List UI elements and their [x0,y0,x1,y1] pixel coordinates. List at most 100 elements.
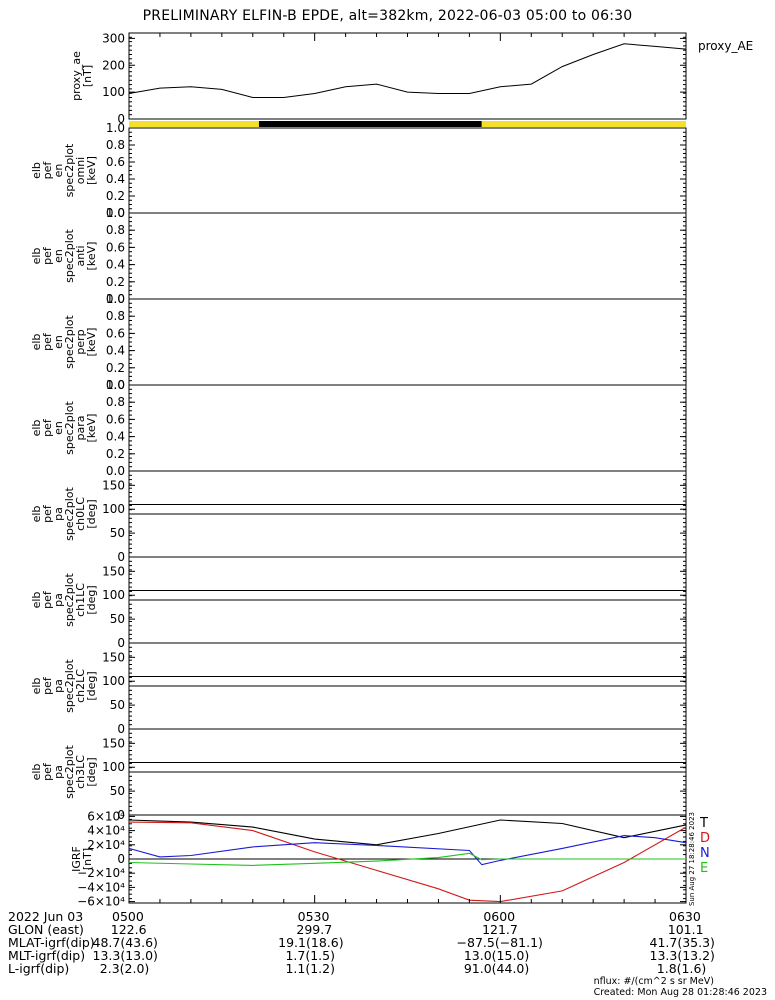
y-axis-label: pef [41,418,54,437]
y-axis-label: pef [41,246,54,265]
legend-D: D [700,831,710,846]
y-tick-label: 0.6 [106,155,125,169]
y-axis-label: [keV] [85,242,98,271]
y-tick-label: 0.8 [106,395,125,409]
y-tick-label: 0.6 [106,326,125,340]
y-axis-label: omni [74,157,87,184]
proxy-ae-line [128,43,687,98]
y-tick-label: 150 [102,564,125,578]
y-tick-label: 50 [110,612,125,626]
footer-value: 48.7(43.6) [92,935,158,950]
y-axis-label: spec2plot [63,745,76,799]
y-axis-label: IGRF [70,846,83,872]
igrf-series-T [128,819,687,846]
y-axis-label: spec2plot [63,143,76,197]
y-tick-label: −2×10⁴ [77,866,125,880]
y-tick-label: 0.0 [106,206,125,220]
y-tick-label: 0.0 [106,464,125,478]
y-tick-label: 0.4 [106,258,125,272]
y-tick-label: 300 [102,31,125,45]
y-tick-label: 0.8 [106,138,125,152]
y-tick-label: 0 [117,112,125,126]
y-tick-label: 0.6 [106,240,125,254]
footer-row-date: 2022 Jun 03 [8,909,84,924]
coverage-segment-2 [481,121,686,127]
y-axis-label: [keV] [85,156,98,185]
y-tick-label: 1.0 [106,206,125,220]
legend-N: N [700,846,710,861]
y-axis-label: en [52,421,65,435]
panel-frame-0 [128,32,687,120]
footer-value: 13.0(15.0) [463,948,530,963]
y-tick-label: 150 [102,736,125,750]
y-tick-label: 100 [102,674,125,688]
flux-units-note: nflux: #/(cm^2 s sr MeV) [593,976,714,987]
y-tick-label: 50 [110,526,125,540]
panel-frame-4 [128,384,687,472]
footer-value: 19.1(18.6) [278,935,344,950]
y-axis-label: ch1LC [74,583,87,617]
x-tick-label: 0600 [483,909,516,924]
y-tick-label: 0 [117,808,125,822]
y-axis-label: en [52,164,65,178]
side-timestamp: Sun Aug 27 18:28:46 2023 [688,812,696,907]
y-tick-label: 0.2 [106,189,125,203]
igrf-series-E [128,852,686,866]
footer-row-glon: GLON (east) [8,922,84,937]
y-tick-label: 200 [102,58,125,72]
y-tick-label: 4×10⁴ [87,824,125,838]
x-tick-label: 0630 [669,909,701,924]
y-axis-label: pef [41,590,54,609]
y-axis-label: pef [41,504,54,523]
footer-value: 2.3(2.0) [99,961,150,976]
y-axis-label: pa [52,765,65,779]
y-axis-label: pa [52,507,65,521]
y-tick-label: 2×10⁴ [87,838,125,852]
footer-value: −87.5(−81.1) [456,935,543,950]
y-axis-label: [deg] [85,671,98,700]
y-tick-label: 50 [110,784,125,798]
y-tick-label: 0.2 [106,447,125,461]
y-axis-label: anti [74,245,87,266]
y-tick-label: −4×10⁴ [77,880,125,894]
y-tick-label: 0.0 [106,292,125,306]
y-tick-label: 0.6 [106,412,125,426]
y-axis-label: elb [30,162,43,179]
y-tick-label: 0 [117,722,125,736]
y-axis-label: pef [41,676,54,695]
credits: nflux: #/(cm^2 s sr MeV) Created: Mon Au… [594,976,767,998]
y-axis-label: [deg] [85,585,98,614]
y-tick-label: 0.4 [106,430,125,444]
y-tick-label: 1.0 [106,378,125,392]
y-tick-label: −6×10⁴ [77,895,125,909]
y-tick-label: 50 [110,698,125,712]
footer-value: 101.1 [667,922,704,937]
y-tick-label: 100 [102,502,125,516]
y-axis-label: elb [30,334,43,351]
y-axis-label: pa [52,593,65,607]
x-tick-label: 0500 [112,909,144,924]
y-axis-label: pef [41,332,54,351]
plot-title: PRELIMINARY ELFIN-B EPDE, alt=382km, 202… [142,8,633,24]
y-axis-label: perp [74,329,87,354]
coverage-segment-1 [258,121,482,127]
y-axis-label: [deg] [85,499,98,528]
y-tick-label: 1.0 [106,292,125,306]
y-axis-label: en [52,249,65,263]
y-tick-label: 0.0 [106,378,125,392]
y-axis-label: [keV] [85,328,98,357]
y-tick-label: 0 [117,852,125,866]
y-axis-label: para [74,416,87,441]
y-tick-label: 100 [102,588,125,602]
y-tick-label: 6×10⁴ [87,809,125,823]
y-tick-label: 0 [117,636,125,650]
y-axis-label: pa [52,679,65,693]
panel-frame-2 [128,212,687,300]
panel-frame-1 [128,127,687,214]
coverage-segment-0 [129,121,259,127]
y-tick-label: 0.2 [106,361,125,375]
y-tick-label: 0 [117,550,125,564]
footer-row-mlat: MLAT-igrf(dip) [8,935,95,950]
y-axis-label: elb [30,248,43,265]
